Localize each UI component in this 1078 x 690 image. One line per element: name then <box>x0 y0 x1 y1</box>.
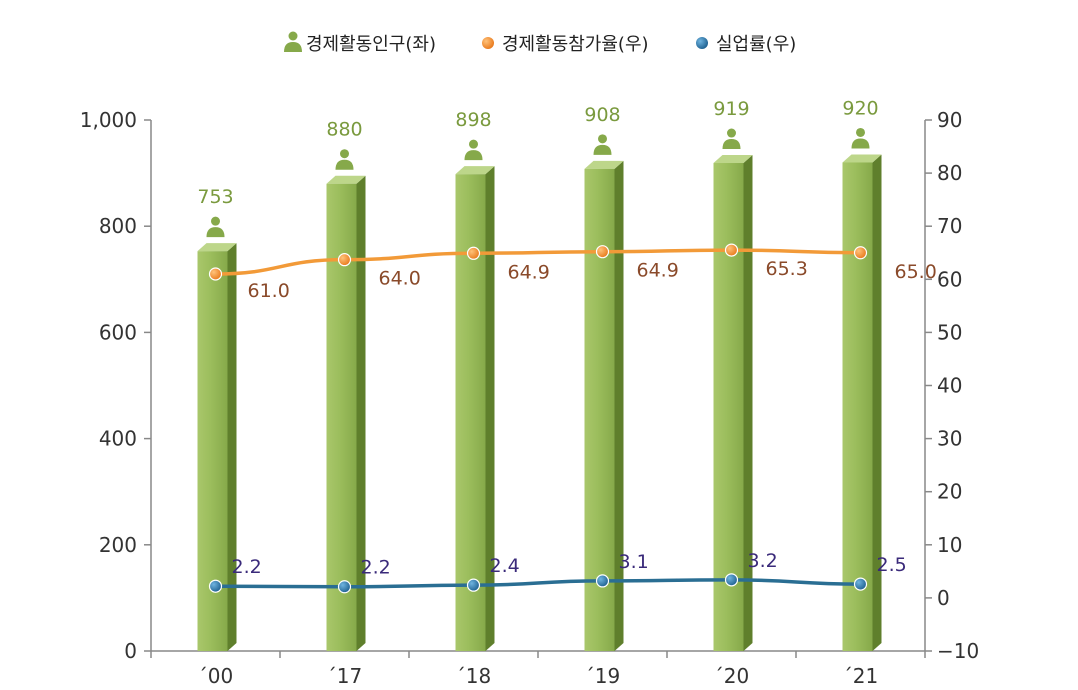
x-axis-tick-label: ´21 <box>843 664 878 688</box>
legend-label: 실업률(우) <box>716 34 796 55</box>
unemployment-rate-point <box>853 577 868 591</box>
unemployment-rate-value-label: 3.2 <box>748 550 778 572</box>
right-axis-tick-label: 50 <box>937 320 962 344</box>
right-axis-tick-label: 10 <box>937 533 962 557</box>
left-axis-tick-label: 1,000 <box>80 108 137 132</box>
unemployment-rate-point <box>337 580 352 594</box>
x-axis-tick-label: ´18 <box>456 664 491 688</box>
left-axis-tick-label: 0 <box>124 639 137 663</box>
right-axis-tick-label: 0 <box>937 586 950 610</box>
participation-rate-value-label: 64.9 <box>637 260 679 282</box>
bar-value-label: 898 <box>455 109 491 131</box>
bar-value-label: 919 <box>713 98 749 120</box>
axes: 0 200 400 600 800 1,000 −10 0 10 20 30 40 50 60 70 80 90… <box>80 108 979 688</box>
unemployment-rate-value-label: 2.2 <box>232 556 262 578</box>
x-axis-tick-label: ´19 <box>585 664 620 688</box>
left-axis-tick-label: 600 <box>99 320 137 344</box>
unemployment-rate-point <box>208 579 223 593</box>
legend-person-icon <box>284 31 302 52</box>
right-axis-tick-label: 70 <box>937 214 962 238</box>
right-axis-tick-label: 40 <box>937 374 962 398</box>
left-axis-tick-label: 800 <box>99 214 137 238</box>
participation-rate-value-label: 64.9 <box>508 261 550 283</box>
right-axis-tick-label: 60 <box>937 267 962 291</box>
person-icon <box>335 149 354 170</box>
right-axis-tick-label: 90 <box>937 108 962 132</box>
participation-rate-value-label: 64.0 <box>379 268 421 290</box>
participation-rate-value-label: 61.0 <box>248 280 290 302</box>
left-axis-tick-label: 200 <box>99 533 137 557</box>
unemployment-rate-value-label: 3.1 <box>619 551 649 573</box>
unemployment-rate-point <box>724 573 739 587</box>
person-icon <box>851 127 870 149</box>
unemployment-rate-point <box>466 578 481 592</box>
legend-label: 경제활동참가율(우) <box>502 34 649 55</box>
participation-rate-point <box>853 246 868 260</box>
unemployment-rate-value-label: 2.4 <box>490 555 520 577</box>
participation-rate-point <box>724 243 739 257</box>
bars <box>197 154 882 652</box>
participation-rate-line <box>215 248 861 276</box>
legend-label: 경제활동인구(좌) <box>306 34 436 55</box>
unemployment-rate-value-label: 2.5 <box>877 554 907 576</box>
person-icon <box>464 139 483 161</box>
legend-marker-icon <box>696 37 708 49</box>
participation-rate-point <box>466 246 481 260</box>
participation-rate-point <box>208 267 223 281</box>
legend-item: 실업률(우) <box>696 34 796 55</box>
right-axis-tick-label: 80 <box>937 161 962 185</box>
bar-value-label: 920 <box>842 97 878 119</box>
lines <box>208 243 868 594</box>
x-axis-tick-label: ´20 <box>714 664 749 688</box>
participation-rate-point <box>337 253 352 267</box>
person-icon <box>593 134 612 155</box>
bar <box>842 154 882 652</box>
legend-item: 경제활동인구(좌) <box>284 31 436 55</box>
legend-marker-icon <box>482 37 494 49</box>
legend-item: 경제활동참가율(우) <box>482 34 649 55</box>
unemployment-rate-point <box>595 574 610 588</box>
unemployment-rate-line <box>215 578 861 589</box>
bar <box>326 175 366 651</box>
bar-value-label: 908 <box>584 104 620 126</box>
bar-value-label: 753 <box>197 186 233 208</box>
legend: 경제활동인구(좌) 경제활동참가율(우) 실업률(우) <box>284 31 796 55</box>
right-axis-tick-label: −10 <box>937 639 979 663</box>
unemployment-rate-value-label: 2.2 <box>361 557 391 579</box>
person-icon <box>722 128 741 150</box>
person-icon <box>206 216 225 238</box>
data-labels: 753 880 898 908 919 920 61.0 64.0 64.9 64.9 65.3 65… <box>197 97 936 578</box>
right-axis-tick-label: 30 <box>937 427 962 451</box>
bar <box>455 166 495 652</box>
bar-value-label: 880 <box>326 119 362 141</box>
participation-rate-value-label: 65.0 <box>895 261 937 283</box>
x-axis-tick-label: ´00 <box>198 664 233 688</box>
x-axis-tick-label: ´17 <box>327 664 362 688</box>
participation-rate-point <box>595 245 610 259</box>
participation-rate-value-label: 65.3 <box>766 258 808 280</box>
left-axis-tick-label: 400 <box>99 427 137 451</box>
right-axis-tick-label: 20 <box>937 480 962 504</box>
